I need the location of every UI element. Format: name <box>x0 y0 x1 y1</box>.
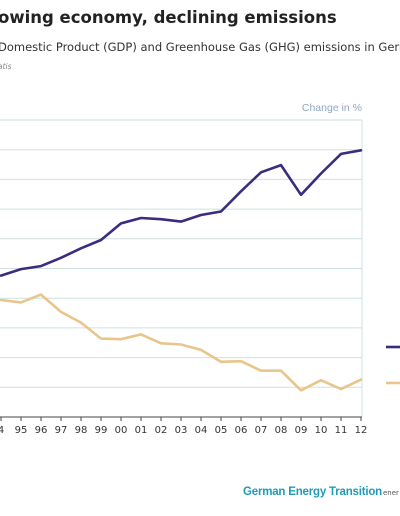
x-tick-label: 03 <box>175 425 188 436</box>
footer-url: ener <box>383 489 399 497</box>
line-chart: 4 95 96 97 98 99 00 01 02 03 04 05 06 07 08 09 10 11 12 <box>0 119 400 436</box>
x-tick-label: 09 <box>295 425 308 436</box>
x-tick-label: 04 <box>195 425 208 436</box>
chart-title: owing economy, declining emissions <box>0 8 337 27</box>
x-tick-label: 4 <box>0 425 4 436</box>
x-tick-label: 99 <box>95 425 108 436</box>
x-tick-label: 10 <box>315 425 328 436</box>
series-line-gdp <box>0 149 363 277</box>
x-tick-label: 98 <box>75 425 88 436</box>
x-tick-label: 00 <box>115 425 128 436</box>
x-tick-label: 06 <box>235 425 248 436</box>
x-tick-label: 01 <box>135 425 148 436</box>
series-lines <box>0 149 363 392</box>
x-tick-label: 08 <box>275 425 288 436</box>
x-axis: 4 95 96 97 98 99 00 01 02 03 04 05 06 07 08 09 10 11 12 <box>0 416 368 436</box>
x-tick-label: 07 <box>255 425 268 436</box>
x-tick-label: 12 <box>355 425 368 436</box>
chart-subtitle: Domestic Product (GDP) and Greenhouse Ga… <box>0 40 400 54</box>
legend <box>386 345 400 385</box>
x-tick-label: 96 <box>35 425 48 436</box>
grid-lines <box>0 119 363 417</box>
x-tick-label: 11 <box>335 425 348 436</box>
series-line-ghg <box>0 293 363 392</box>
brand-logo-text: German Energy Transition <box>243 486 382 498</box>
y-axis-unit-label: Change in % <box>301 102 362 114</box>
x-tick-label: 97 <box>55 425 68 436</box>
x-tick-label: 02 <box>155 425 168 436</box>
x-tick-label: 05 <box>215 425 228 436</box>
x-tick-label: 95 <box>15 425 28 436</box>
